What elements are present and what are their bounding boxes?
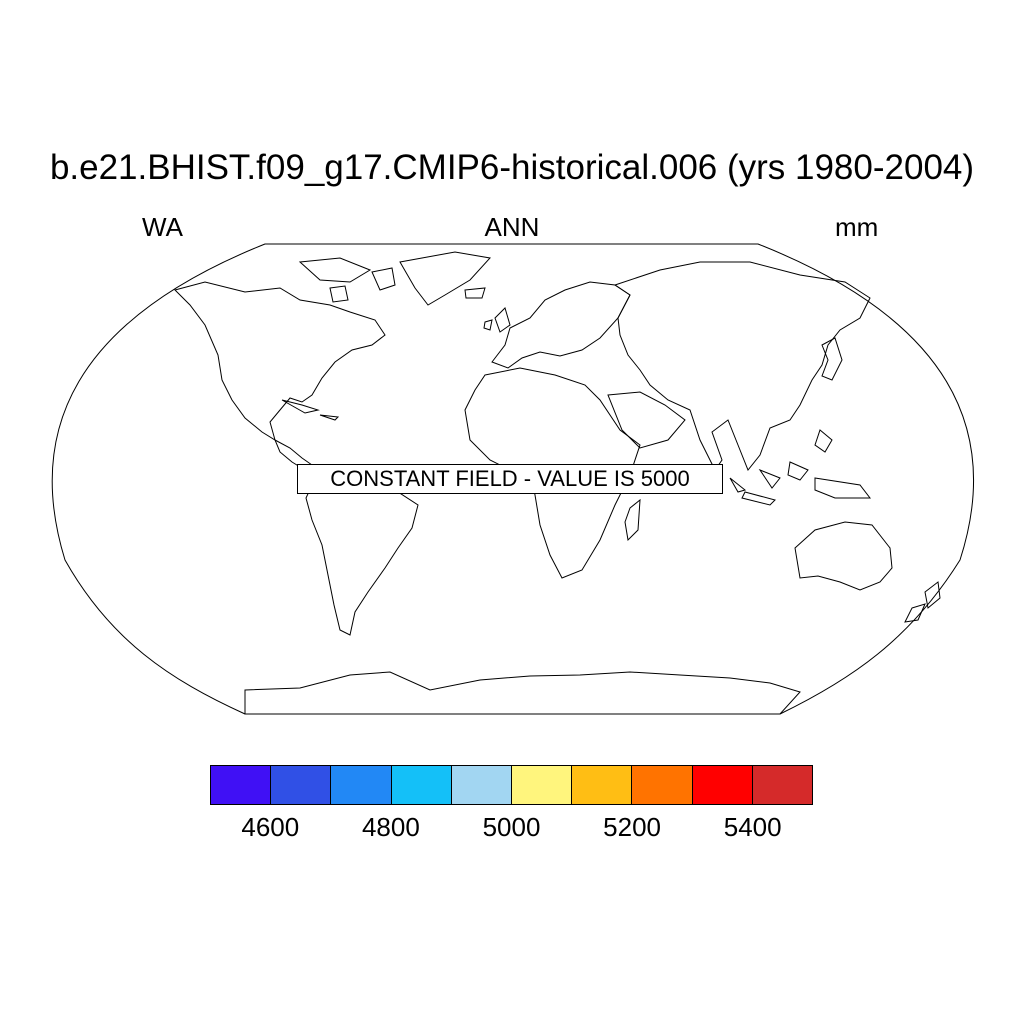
colorbar-box-7	[632, 766, 693, 804]
colorbar-box-2	[331, 766, 392, 804]
coast-arctic-islands	[298, 257, 396, 303]
colorbar-box-1	[271, 766, 332, 804]
coast-asia	[613, 261, 871, 471]
coast-indonesia	[729, 429, 872, 506]
coast-british-isles	[464, 287, 511, 333]
coast-arabia	[607, 391, 686, 449]
coast-europe	[491, 281, 631, 369]
colorbar-box-6	[572, 766, 633, 804]
plot-title: b.e21.BHIST.f09_g17.CMIP6-historical.006…	[49, 148, 975, 187]
coast-africa	[464, 367, 641, 579]
coast-madagascar	[624, 498, 641, 542]
colorbar-box-8	[692, 766, 753, 804]
coast-japan	[821, 337, 843, 381]
colorbar-box-0	[211, 766, 272, 804]
coast-north-america	[174, 281, 386, 442]
coast-new-zealand	[904, 581, 941, 623]
coast-australia	[794, 521, 893, 591]
colorbar-tick-label: 4800	[361, 812, 420, 842]
coast-antarctica	[244, 671, 801, 715]
constant-field-note: CONSTANT FIELD - VALUE IS 5000	[297, 464, 723, 494]
colorbar-tick-label: 5400	[723, 812, 782, 842]
units-label: mm	[835, 212, 879, 242]
colorbar-box-9	[752, 766, 813, 804]
colorbar-tick-label: 5000	[482, 812, 541, 842]
coast-greenland	[399, 251, 491, 306]
colorbar-box-4	[451, 766, 513, 804]
variable-label: WA	[142, 212, 183, 242]
colorbar-tick-label: 5200	[603, 812, 662, 842]
colorbar-box-3	[391, 766, 452, 804]
colorbar-tick-label: 4600	[241, 812, 300, 842]
colorbar	[210, 765, 813, 805]
colorbar-box-5	[512, 766, 573, 804]
season-label: ANN	[484, 212, 540, 242]
colorbar-labels: 4600 4800 5000 5200 5400	[0, 812, 1024, 852]
